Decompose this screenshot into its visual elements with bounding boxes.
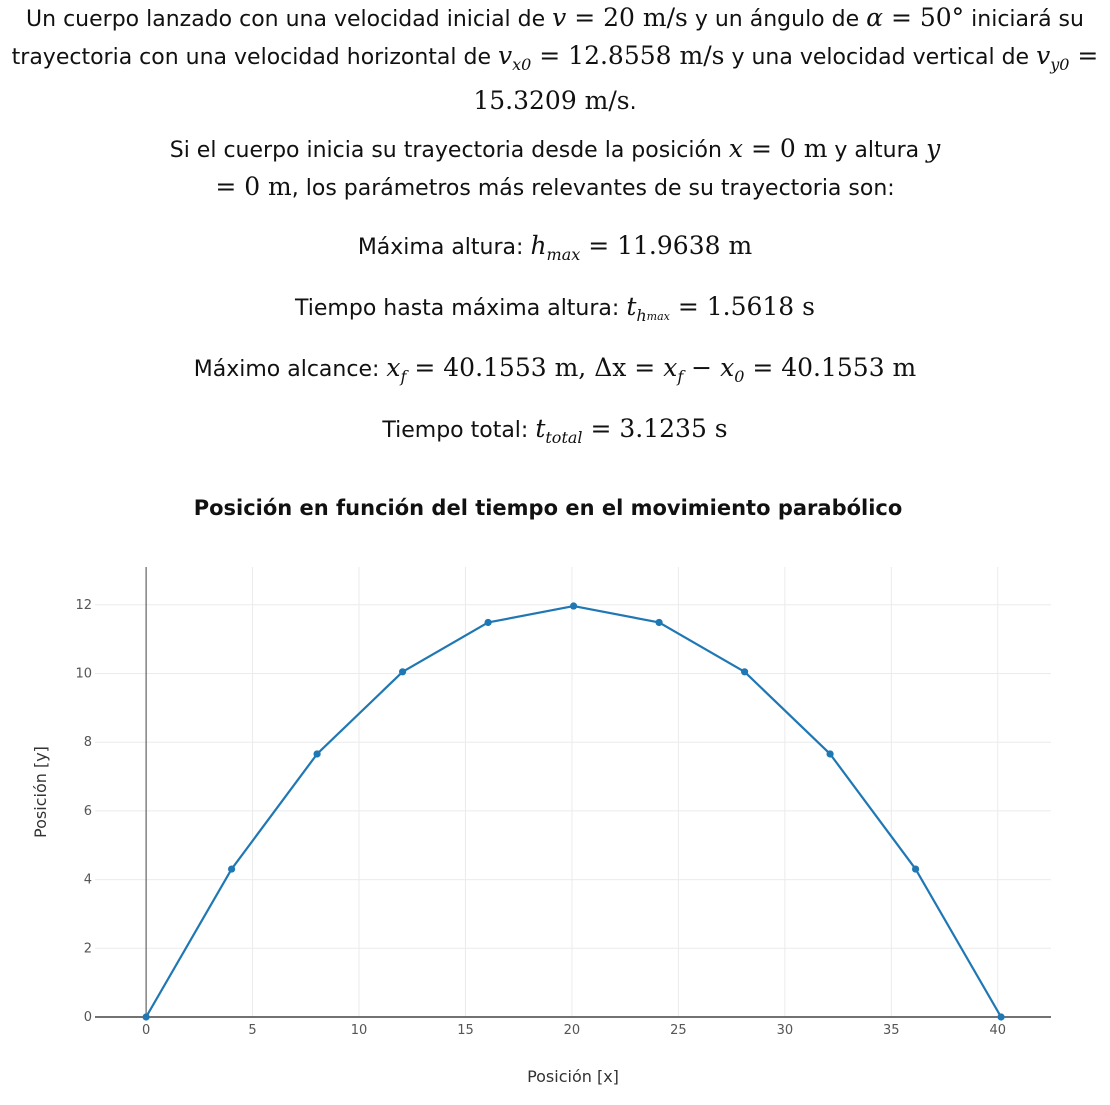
y-tick-label: 2	[84, 941, 92, 956]
hmax-line: Máxima altura: hmax = 11.9638 m	[10, 228, 1100, 273]
xf-value: = 40.1553 m,	[406, 353, 595, 382]
x-value: = 0 m	[743, 134, 828, 163]
x-tick-label: 25	[670, 1023, 687, 1038]
xf-label: Máximo alcance:	[193, 357, 387, 382]
xf-symbol: x	[386, 353, 401, 382]
x-tick-label: 15	[457, 1023, 474, 1038]
x-tick-label: 5	[248, 1023, 256, 1038]
trajectory-line	[145, 604, 1003, 1018]
y-tick-label: 10	[75, 666, 92, 681]
x-tick-label: 30	[777, 1023, 794, 1038]
ttotal-line: Tiempo total: ttotal = 3.1235 s	[10, 411, 1100, 456]
ttotal-symbol: t	[535, 414, 546, 443]
dx-minus: −	[683, 353, 721, 382]
intro-text: iniciará su trayectoria con una velocida…	[11, 7, 1084, 70]
x-tick-label: 10	[351, 1023, 368, 1038]
x-tick-label: 20	[564, 1023, 581, 1038]
trajectory-point	[484, 618, 492, 627]
y-symbol: y	[926, 134, 941, 163]
intro-text: y una velocidad vertical de	[724, 45, 1037, 70]
vx-symbol: v	[498, 41, 513, 70]
trajectory-point	[142, 1013, 150, 1021]
alpha-value: = 50°	[883, 3, 965, 32]
intro-text: Un cuerpo lanzado con una velocidad inic…	[26, 7, 553, 32]
intro-paragraph: Un cuerpo lanzado con una velocidad inic…	[10, 0, 1100, 121]
hmax-value: = 11.9638 m	[580, 231, 753, 260]
x-axis-label: Posición [x]	[527, 1067, 619, 1086]
x-tick-label: 0	[142, 1023, 150, 1038]
xf-subscript: f	[400, 367, 407, 386]
v-symbol: v	[552, 3, 567, 32]
chart-title: Posición en función del tiempo en el mov…	[193, 496, 903, 520]
chart-series	[142, 602, 1005, 1021]
dx-xf-subscript: f	[677, 367, 684, 386]
thmax-subscript: h	[636, 306, 647, 325]
vy-symbol: v	[1036, 41, 1051, 70]
dx-x0-subscript: 0	[734, 367, 745, 386]
trajectory-point	[997, 1013, 1005, 1021]
y-tick-label: 4	[84, 873, 92, 888]
trajectory-point	[398, 668, 407, 676]
hmax-label: Máxima altura:	[357, 235, 531, 260]
thmax-label: Tiempo hasta máxima altura:	[295, 296, 627, 321]
trajectory-point	[740, 668, 749, 676]
thmax-subsubscript: max	[646, 310, 670, 323]
trajectory-point	[569, 602, 578, 610]
y-tick-label: 12	[75, 598, 92, 613]
trajectory-point	[313, 750, 321, 758]
y-axis-label: Posición [y]	[31, 746, 50, 838]
vx-subscript: x0	[512, 55, 532, 74]
start-text: Si el cuerpo inicia su trayectoria desde…	[169, 138, 729, 163]
start-text: y altura	[827, 138, 927, 163]
intro-text: y un ángulo de	[687, 7, 867, 32]
vx-value: = 12.8558 m/s	[531, 41, 725, 70]
v-value: = 20 m/s	[566, 3, 688, 32]
trajectory-point	[911, 865, 920, 873]
hmax-subscript: max	[546, 245, 581, 264]
thmax-line: Tiempo hasta máxima altura: thmax = 1.56…	[10, 289, 1100, 335]
dx-value: = 40.1553 m	[744, 353, 917, 382]
trajectory-point	[655, 618, 663, 627]
y-value: = 0 m	[215, 172, 292, 201]
dx-expression: Δx =	[594, 353, 664, 382]
intro-text: .	[629, 90, 637, 115]
ttotal-label: Tiempo total:	[382, 418, 536, 443]
start-text: , los parámetros más relevantes de su tr…	[291, 176, 895, 201]
start-paragraph: Si el cuerpo inicia su trayectoria desde…	[160, 131, 950, 207]
chart-grid	[95, 567, 1051, 1017]
vy-subscript: y0	[1050, 55, 1070, 74]
hmax-symbol: h	[530, 231, 547, 260]
ttotal-value: = 3.1235 s	[582, 414, 728, 443]
xf-line: Máximo alcance: xf = 40.1553 m, Δx = xf …	[10, 350, 1100, 395]
y-tick-label: 8	[84, 735, 92, 750]
trajectory-point	[826, 750, 834, 758]
dx-x0-symbol: x	[720, 353, 735, 382]
chart-axes	[95, 567, 1051, 1018]
chart-ticks: 0 5 10 15 20 25 30 35 40 0 2 4 6 8 10 12	[75, 598, 1006, 1038]
dx-xf-symbol: x	[663, 353, 678, 382]
y-tick-label: 6	[84, 804, 92, 819]
vy-value: = 15.3209 m/s	[473, 41, 1099, 115]
x-tick-label: 35	[883, 1023, 900, 1038]
alpha-symbol: α	[866, 3, 884, 32]
ttotal-subscript: total	[545, 428, 583, 447]
x-symbol: x	[728, 134, 744, 163]
x-tick-label: 40	[989, 1023, 1006, 1038]
thmax-value: = 1.5618 s	[669, 292, 815, 321]
y-tick-label: 0	[84, 1010, 92, 1025]
thmax-symbol: t	[626, 292, 637, 321]
trajectory-point	[227, 865, 236, 873]
